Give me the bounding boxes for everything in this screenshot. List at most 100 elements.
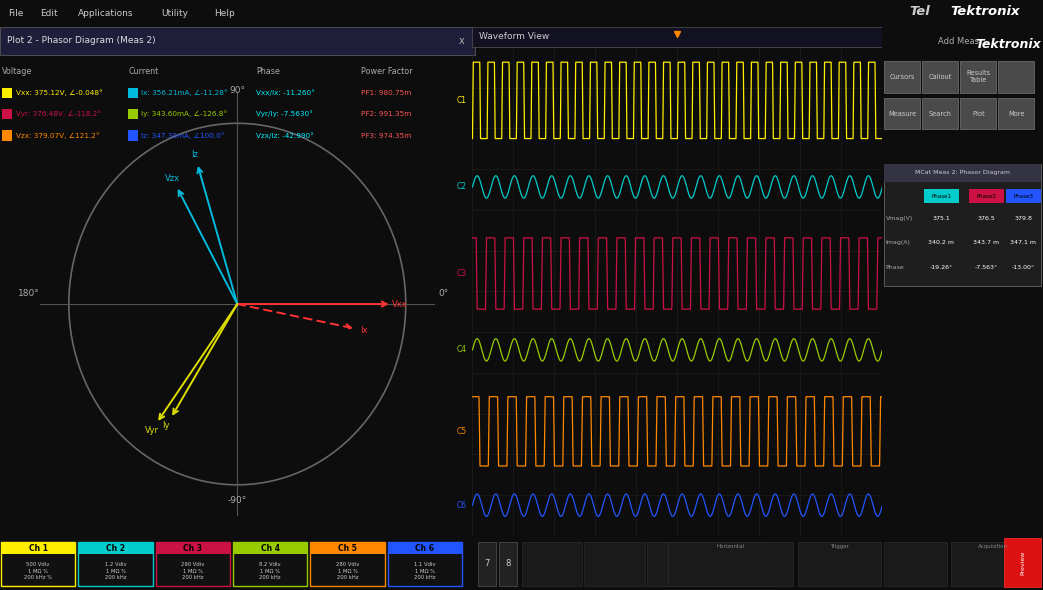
Bar [388, 542, 462, 554]
Bar [155, 542, 231, 554]
Text: Applications: Applications [78, 9, 134, 18]
Bar [78, 542, 152, 554]
Bar [472, 27, 882, 47]
Text: 180°: 180° [18, 289, 40, 299]
Bar [884, 164, 1041, 286]
Text: Add Meas...: Add Meas... [939, 37, 987, 47]
Bar [884, 164, 1041, 182]
Text: Ch 2: Ch 2 [106, 544, 125, 553]
Bar [128, 88, 138, 98]
Bar [709, 542, 770, 586]
Text: C5: C5 [456, 427, 466, 436]
Text: Phase: Phase [886, 265, 904, 270]
Text: Ch 6: Ch 6 [415, 544, 435, 553]
Bar [1, 542, 75, 554]
Text: Measure: Measure [888, 110, 916, 117]
Text: 340.2 m: 340.2 m [928, 241, 954, 245]
Text: x: x [458, 36, 464, 46]
Bar [922, 98, 959, 129]
Text: 379.8: 379.8 [1014, 216, 1033, 221]
Bar [0, 27, 475, 54]
Text: Callout: Callout [928, 74, 952, 80]
Text: Vzx: Vzx [165, 174, 179, 183]
Bar [1006, 189, 1041, 203]
Text: More: More [1008, 110, 1024, 117]
Bar [951, 542, 1035, 586]
Text: Ch 5: Ch 5 [338, 544, 357, 553]
Bar [969, 189, 1003, 203]
Bar [478, 542, 496, 586]
Text: Plot: Plot [972, 110, 985, 117]
Text: Ch 4: Ch 4 [261, 544, 280, 553]
Text: -90°: -90° [227, 496, 247, 504]
Bar [884, 542, 947, 586]
Text: Vyr: Vyr [145, 426, 159, 435]
Text: Iz: 347.30mA, ∠100.0°: Iz: 347.30mA, ∠100.0° [142, 132, 225, 139]
Text: Ix: Ix [360, 326, 367, 335]
Bar [522, 542, 582, 586]
Text: Iy: 343.60mA, ∠-126.8°: Iy: 343.60mA, ∠-126.8° [142, 111, 227, 117]
Bar [128, 109, 138, 119]
Bar [155, 542, 231, 586]
Text: Acquisition: Acquisition [978, 544, 1008, 549]
Text: 376.5: 376.5 [977, 216, 995, 221]
Bar [234, 542, 308, 554]
Text: Vyr: 376.48V, ∠-118.2°: Vyr: 376.48V, ∠-118.2° [16, 111, 101, 117]
Text: Phase: Phase [257, 67, 281, 76]
Text: Edit: Edit [40, 9, 57, 18]
Text: Plot 2 - Phasor Diagram (Meas 2): Plot 2 - Phasor Diagram (Meas 2) [7, 37, 155, 45]
Text: -7.563°: -7.563° [975, 265, 998, 270]
Text: 500 Vdiv
1 MΩ %
200 kHz %: 500 Vdiv 1 MΩ % 200 kHz % [24, 562, 52, 580]
Text: Cursors: Cursors [890, 74, 915, 80]
Text: Phase3: Phase3 [1013, 194, 1034, 199]
Text: Tektronix: Tektronix [975, 38, 1041, 51]
Bar [234, 542, 308, 586]
Bar [961, 61, 996, 93]
Text: Tektronix: Tektronix [950, 5, 1020, 18]
Text: -13.00°: -13.00° [1012, 265, 1035, 270]
Text: Vxx: 375.12V, ∠-0.048°: Vxx: 375.12V, ∠-0.048° [16, 89, 102, 96]
Text: PF2: 991.35m: PF2: 991.35m [361, 111, 411, 117]
Text: 7: 7 [484, 559, 490, 568]
Bar [798, 542, 881, 586]
Bar [311, 542, 385, 554]
Text: Tel: Tel [909, 5, 930, 18]
Text: 343.7 m: 343.7 m [973, 241, 999, 245]
Bar [1004, 539, 1041, 587]
Text: 375.1: 375.1 [932, 216, 950, 221]
Text: Iz: Iz [191, 150, 198, 159]
Text: Search: Search [928, 110, 951, 117]
Text: Waveform View: Waveform View [479, 32, 549, 41]
Text: Help: Help [214, 9, 235, 18]
Text: 8: 8 [505, 559, 511, 568]
Bar [884, 98, 920, 129]
Bar [998, 61, 1035, 93]
Text: Ix: 356.21mA, ∠-11.28°: Ix: 356.21mA, ∠-11.28° [142, 89, 228, 96]
Text: 0°: 0° [439, 289, 448, 299]
Text: Vmag(V): Vmag(V) [886, 216, 913, 221]
Bar [1, 542, 75, 586]
Text: Results
Table: Results Table [966, 70, 990, 83]
Text: PF3: 974.35m: PF3: 974.35m [361, 133, 411, 139]
Text: 290 Vdiv
1 MΩ %
200 kHz: 290 Vdiv 1 MΩ % 200 kHz [181, 562, 204, 580]
Text: C1: C1 [457, 96, 466, 105]
Text: Power Factor: Power Factor [361, 67, 412, 76]
Bar [922, 61, 959, 93]
Text: MCat Meas 2: Phasor Diagram: MCat Meas 2: Phasor Diagram [915, 170, 1011, 175]
Text: Utility: Utility [162, 9, 189, 18]
Bar [961, 98, 996, 129]
Bar [884, 61, 920, 93]
Text: C6: C6 [456, 501, 466, 510]
Bar [388, 542, 462, 586]
Bar [2, 109, 11, 119]
Bar [584, 542, 645, 586]
Text: 347.1 m: 347.1 m [1011, 241, 1037, 245]
Text: C2: C2 [457, 182, 466, 191]
Text: Voltage: Voltage [2, 67, 32, 76]
Text: Current: Current [128, 67, 159, 76]
Bar [647, 542, 707, 586]
Text: Iy: Iy [163, 421, 170, 431]
Text: 1.2 Vdiv
1 MΩ %
200 kHz: 1.2 Vdiv 1 MΩ % 200 kHz [104, 562, 126, 580]
Text: 280 Vdiv
1 MΩ %
200 kHz: 280 Vdiv 1 MΩ % 200 kHz [336, 562, 359, 580]
Bar [668, 542, 793, 586]
